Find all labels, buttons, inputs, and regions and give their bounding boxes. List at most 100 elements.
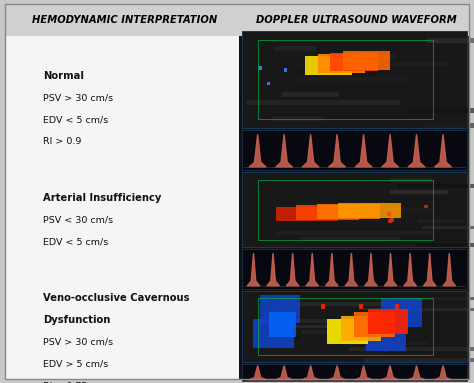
Bar: [246, 100, 400, 105]
Polygon shape: [408, 134, 425, 167]
Bar: [300, 85, 399, 90]
Polygon shape: [249, 134, 266, 167]
Bar: [258, 66, 262, 70]
Bar: [343, 51, 390, 70]
Polygon shape: [302, 365, 319, 380]
Bar: [272, 116, 325, 121]
Text: RI > 0.9: RI > 0.9: [43, 137, 81, 146]
Bar: [418, 220, 463, 223]
Bar: [250, 214, 325, 218]
Polygon shape: [267, 253, 280, 286]
Polygon shape: [247, 253, 260, 286]
Bar: [355, 54, 395, 59]
Polygon shape: [435, 365, 452, 380]
Bar: [277, 302, 422, 306]
Polygon shape: [355, 365, 372, 380]
Bar: [305, 56, 352, 75]
Bar: [395, 304, 399, 309]
Bar: [421, 226, 474, 229]
Bar: [327, 319, 368, 344]
Bar: [269, 313, 296, 337]
Bar: [318, 205, 380, 219]
Polygon shape: [408, 365, 425, 380]
Bar: [368, 309, 408, 334]
Polygon shape: [345, 253, 358, 286]
Bar: [338, 203, 401, 218]
Bar: [242, 291, 467, 362]
Bar: [390, 218, 394, 222]
Text: PSV > 30 cm/s: PSV > 30 cm/s: [43, 337, 113, 346]
Polygon shape: [382, 134, 399, 167]
Bar: [364, 358, 474, 362]
Bar: [263, 336, 300, 339]
Polygon shape: [249, 365, 266, 380]
Bar: [381, 298, 422, 326]
Bar: [342, 342, 428, 345]
Bar: [257, 180, 433, 240]
Bar: [365, 323, 406, 351]
Bar: [257, 40, 433, 119]
Polygon shape: [443, 253, 456, 286]
Bar: [242, 130, 467, 170]
Bar: [273, 314, 421, 317]
Text: PSV > 30 cm/s: PSV > 30 cm/s: [43, 93, 113, 102]
Bar: [424, 205, 428, 208]
Bar: [318, 54, 365, 73]
Bar: [275, 206, 338, 221]
Bar: [5, 4, 239, 379]
Text: Dysfunction: Dysfunction: [43, 315, 110, 325]
Bar: [359, 304, 363, 309]
Bar: [298, 77, 407, 82]
Bar: [5, 4, 469, 36]
Bar: [387, 213, 391, 216]
Bar: [349, 347, 474, 351]
Text: Normal: Normal: [43, 71, 83, 81]
Bar: [341, 316, 381, 341]
Bar: [354, 313, 395, 337]
Bar: [295, 202, 396, 206]
Bar: [285, 319, 329, 322]
Bar: [290, 325, 374, 328]
Text: PSV < 30 cm/s: PSV < 30 cm/s: [43, 216, 113, 224]
Bar: [257, 298, 433, 355]
Polygon shape: [423, 253, 436, 286]
Bar: [320, 304, 325, 309]
Text: HEMODYNAMIC INTERPRETATION: HEMODYNAMIC INTERPRETATION: [32, 15, 217, 25]
Bar: [424, 123, 474, 128]
Bar: [390, 190, 448, 194]
Polygon shape: [328, 134, 346, 167]
Bar: [277, 231, 431, 235]
Text: DOPPLER ULTRASOUND WAVEFORM: DOPPLER ULTRASOUND WAVEFORM: [256, 15, 457, 25]
Text: RI < 0.75: RI < 0.75: [43, 382, 87, 383]
Bar: [284, 68, 287, 72]
Bar: [416, 243, 474, 247]
Bar: [283, 92, 338, 97]
Bar: [398, 184, 474, 188]
Text: EDV < 5 cm/s: EDV < 5 cm/s: [43, 115, 108, 124]
Bar: [392, 62, 450, 66]
Polygon shape: [435, 134, 452, 167]
Text: Veno-occlusive Cavernous: Veno-occlusive Cavernous: [43, 293, 189, 303]
Bar: [242, 31, 467, 128]
Polygon shape: [306, 253, 319, 286]
Bar: [302, 331, 399, 334]
Polygon shape: [365, 253, 377, 286]
Polygon shape: [382, 365, 399, 380]
Bar: [260, 295, 301, 323]
Bar: [242, 172, 467, 247]
Text: EDV > 5 cm/s: EDV > 5 cm/s: [43, 360, 108, 368]
Text: EDV < 5 cm/s: EDV < 5 cm/s: [43, 238, 108, 247]
Bar: [242, 364, 467, 381]
Bar: [239, 4, 469, 379]
Bar: [296, 205, 359, 220]
Polygon shape: [302, 134, 319, 167]
Bar: [363, 308, 474, 311]
Bar: [388, 219, 392, 223]
Bar: [264, 353, 387, 356]
Bar: [242, 249, 467, 289]
Bar: [408, 108, 474, 113]
Bar: [395, 196, 438, 200]
Polygon shape: [275, 365, 293, 380]
Bar: [267, 82, 270, 85]
Bar: [253, 319, 293, 348]
